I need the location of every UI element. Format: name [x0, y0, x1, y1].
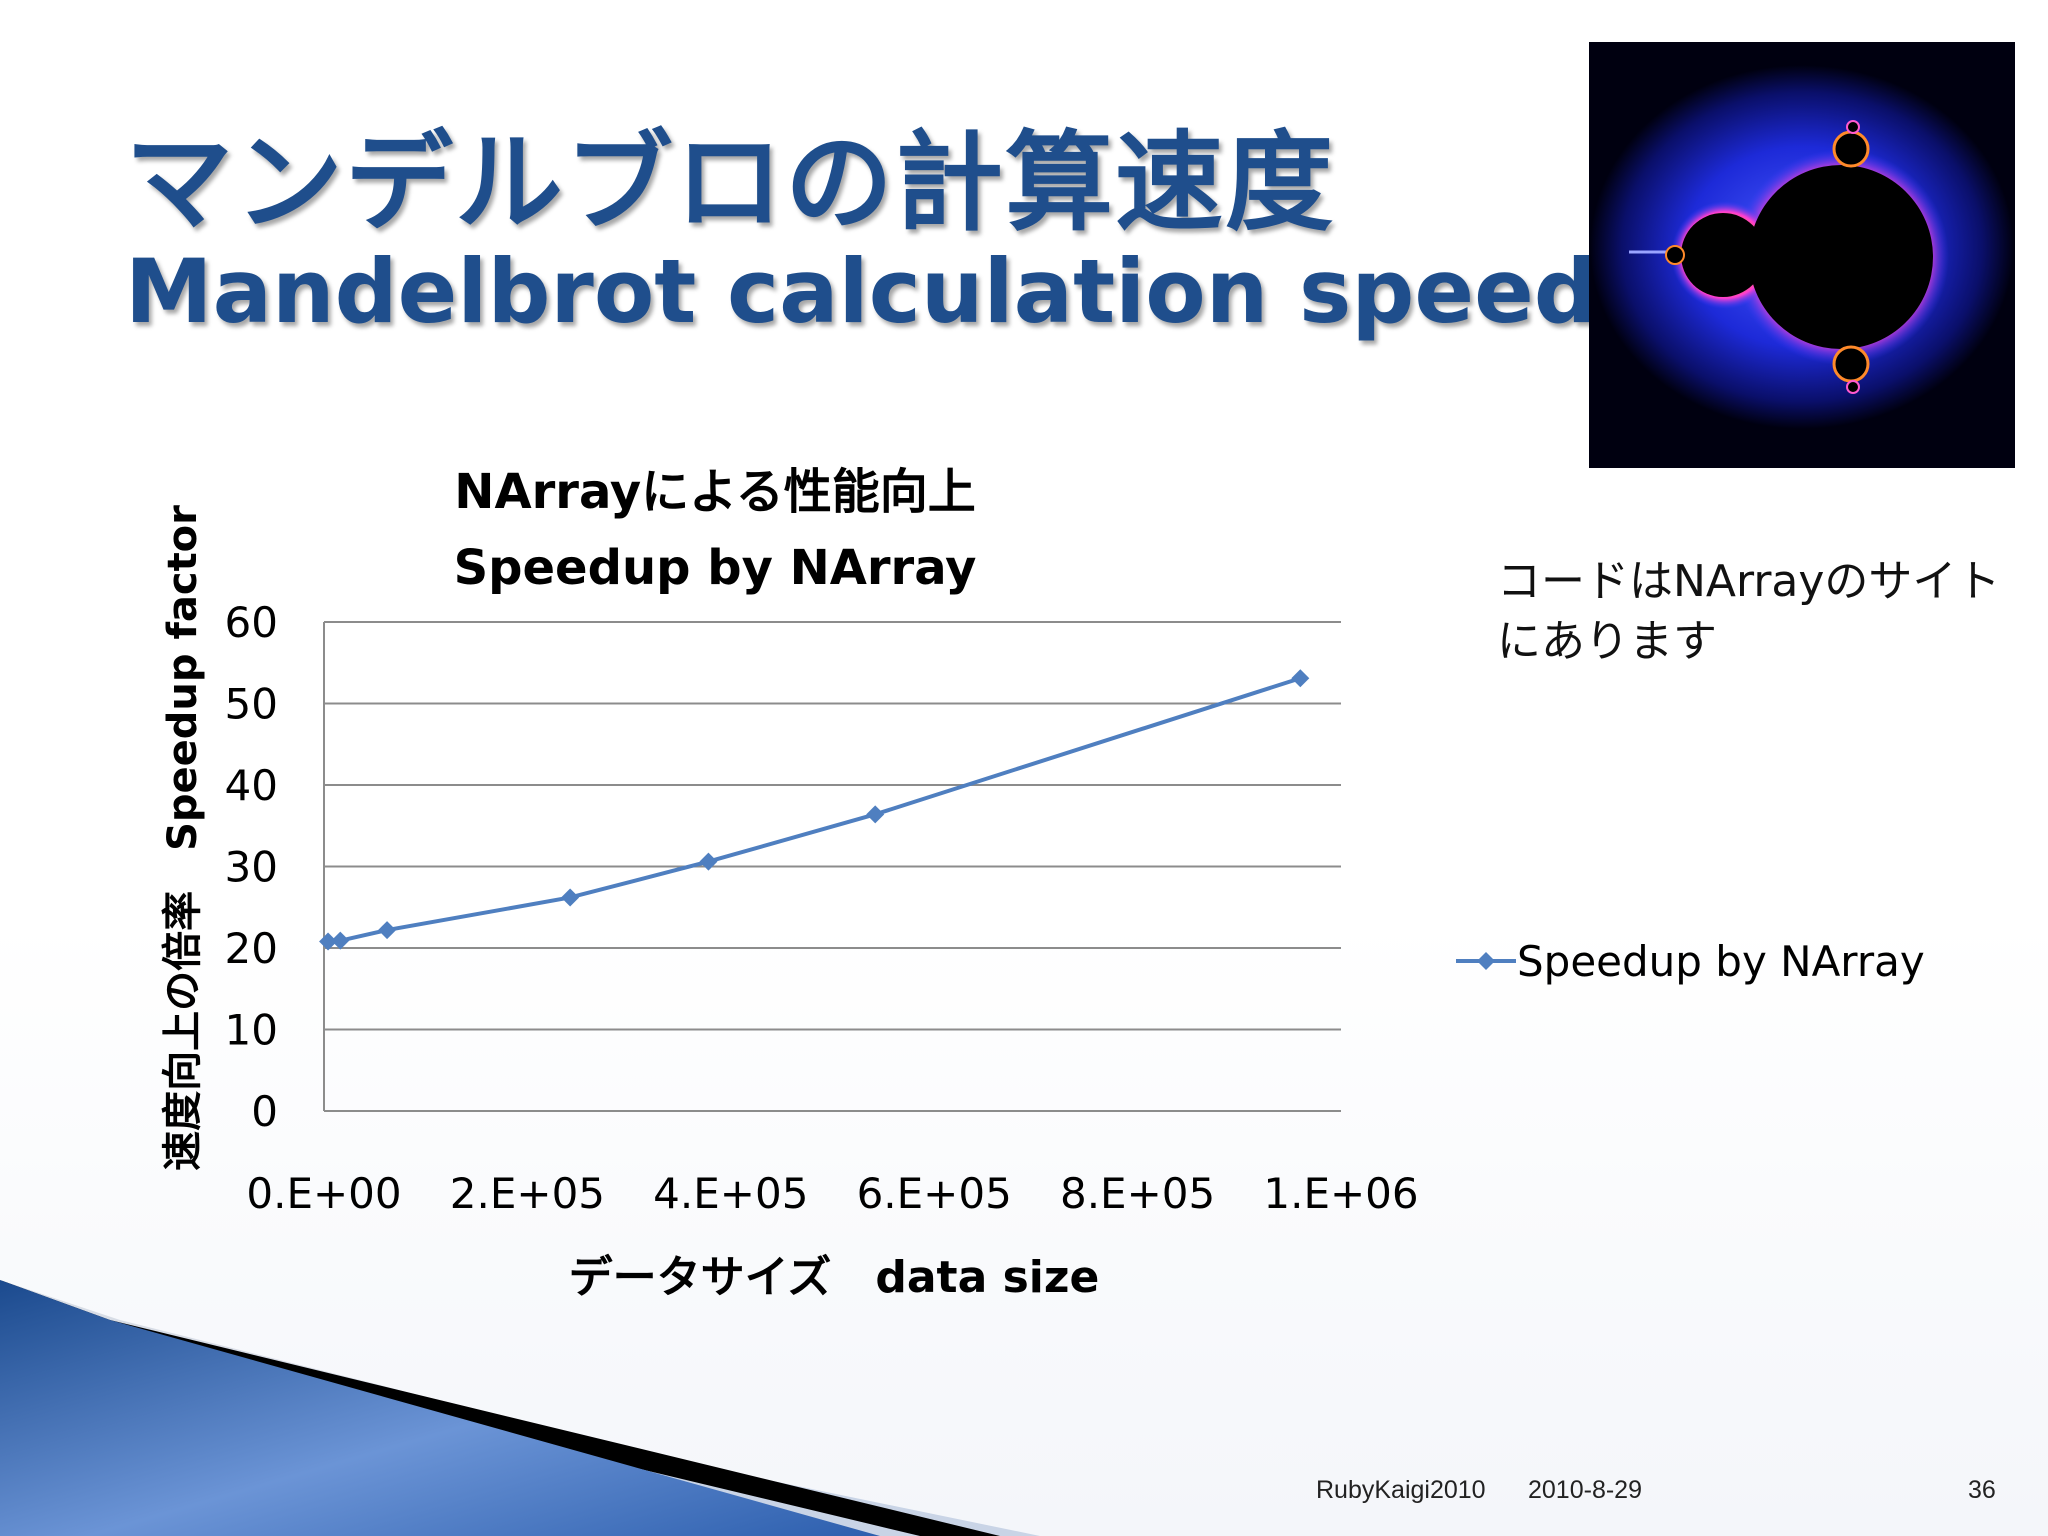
chart-subtitle: Speedup by NArray — [454, 540, 977, 596]
data-point — [866, 805, 885, 824]
x-tick-label: 6.E+05 — [857, 1169, 1012, 1218]
footer-date: 2010-8-29 — [1528, 1476, 1642, 1504]
y-tick-label: 0 — [251, 1087, 278, 1136]
y-tick-label: 30 — [225, 843, 278, 892]
legend-marker — [1477, 952, 1495, 970]
x-tick-label: 8.E+05 — [1060, 1169, 1215, 1218]
chart-legend: Speedup by NArray — [1456, 937, 1925, 986]
y-tick-label: 10 — [225, 1006, 278, 1055]
data-point — [378, 921, 397, 940]
chart-title: NArrayによる性能向上 — [454, 464, 975, 520]
data-point — [561, 888, 580, 907]
y-tick-label: 40 — [225, 761, 278, 810]
legend-label: Speedup by NArray — [1517, 937, 1925, 986]
slide-title-japanese: マンデルブロの計算速度 — [125, 121, 1336, 246]
y-axis-label: 速度向上の倍率 Speedup factor — [160, 505, 206, 1171]
series-layer — [319, 669, 1310, 951]
code-location-note: コードはNArrayのサイトにあります — [1497, 556, 2001, 667]
y-tick-label: 60 — [225, 598, 278, 647]
data-point — [699, 852, 718, 871]
x-tick-label: 4.E+05 — [653, 1169, 808, 1218]
y-tick-label: 50 — [225, 680, 278, 729]
tick-labels: 0 10 20 30 40 50 60 0.E+00 2.E+05 4.E+05 6.E+05 8.E… — [225, 598, 1419, 1218]
x-tick-label: 2.E+05 — [450, 1169, 605, 1218]
mandelbrot-set-image — [1589, 42, 2015, 468]
y-tick-label: 20 — [225, 924, 278, 973]
mandelbrot-fractal-graphic — [1589, 42, 2015, 468]
series-line-0 — [327, 676, 1301, 944]
footer-event-name: RubyKaigi2010 — [1316, 1476, 1486, 1504]
x-axis-label: データサイズ data size — [569, 1252, 1100, 1303]
data-point — [331, 931, 350, 950]
decorative-corner-swoosh — [0, 1280, 1040, 1536]
gridlines — [324, 621, 1341, 1112]
data-point — [1291, 669, 1310, 688]
x-tick-label: 1.E+06 — [1263, 1169, 1418, 1218]
x-tick-label: 0.E+00 — [246, 1169, 401, 1218]
slide-title-english: Mandelbrot calculation speed — [125, 240, 1597, 343]
data-point — [319, 932, 338, 951]
footer-page-number: 36 — [1968, 1476, 1996, 1504]
